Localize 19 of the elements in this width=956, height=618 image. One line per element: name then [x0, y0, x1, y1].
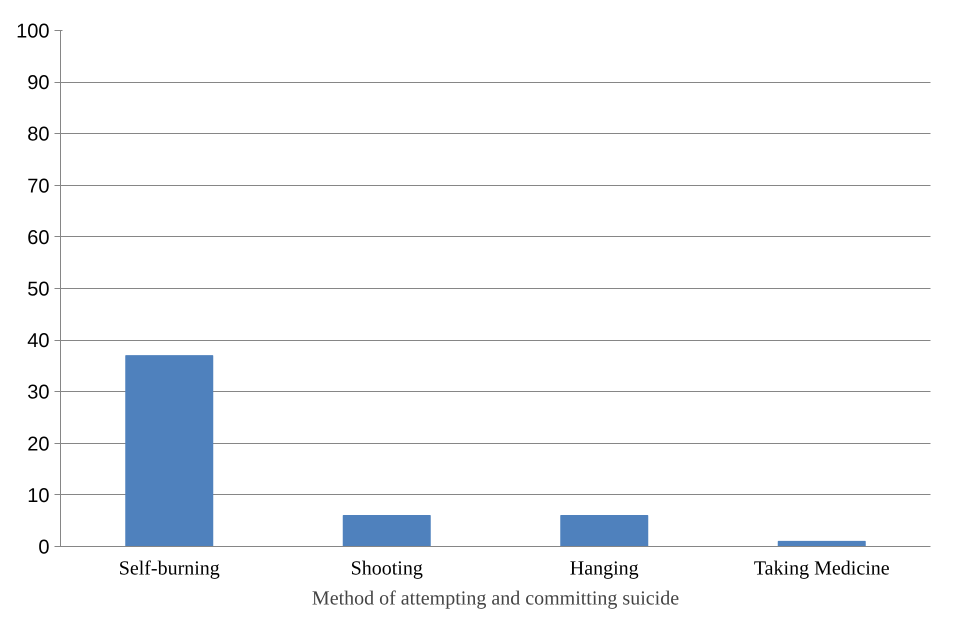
y-tick-label: 0	[38, 536, 50, 558]
x-tick-label: Taking Medicine	[754, 558, 890, 580]
y-tick-label: 30	[27, 382, 50, 404]
y-tick-label: 10	[27, 484, 50, 507]
y-tick-label: 50	[27, 278, 50, 300]
y-tick-label: 40	[27, 330, 50, 352]
y-tick-label: 60	[27, 226, 50, 249]
y-tick-label: 20	[27, 433, 50, 456]
x-tick-label: Hanging	[570, 558, 639, 580]
x-tick-label: Self-burning	[118, 558, 220, 580]
y-tick-label: 70	[27, 175, 50, 198]
y-tick-label: 90	[27, 72, 50, 94]
bar	[560, 515, 648, 546]
x-tick-label: Shooting	[350, 558, 423, 580]
bar	[342, 515, 431, 546]
x-axis-title: Method of attempting and committing suicide	[312, 588, 680, 610]
y-tick-label: 80	[27, 124, 50, 146]
bar	[125, 355, 214, 546]
y-tick-label: 100	[16, 20, 50, 42]
